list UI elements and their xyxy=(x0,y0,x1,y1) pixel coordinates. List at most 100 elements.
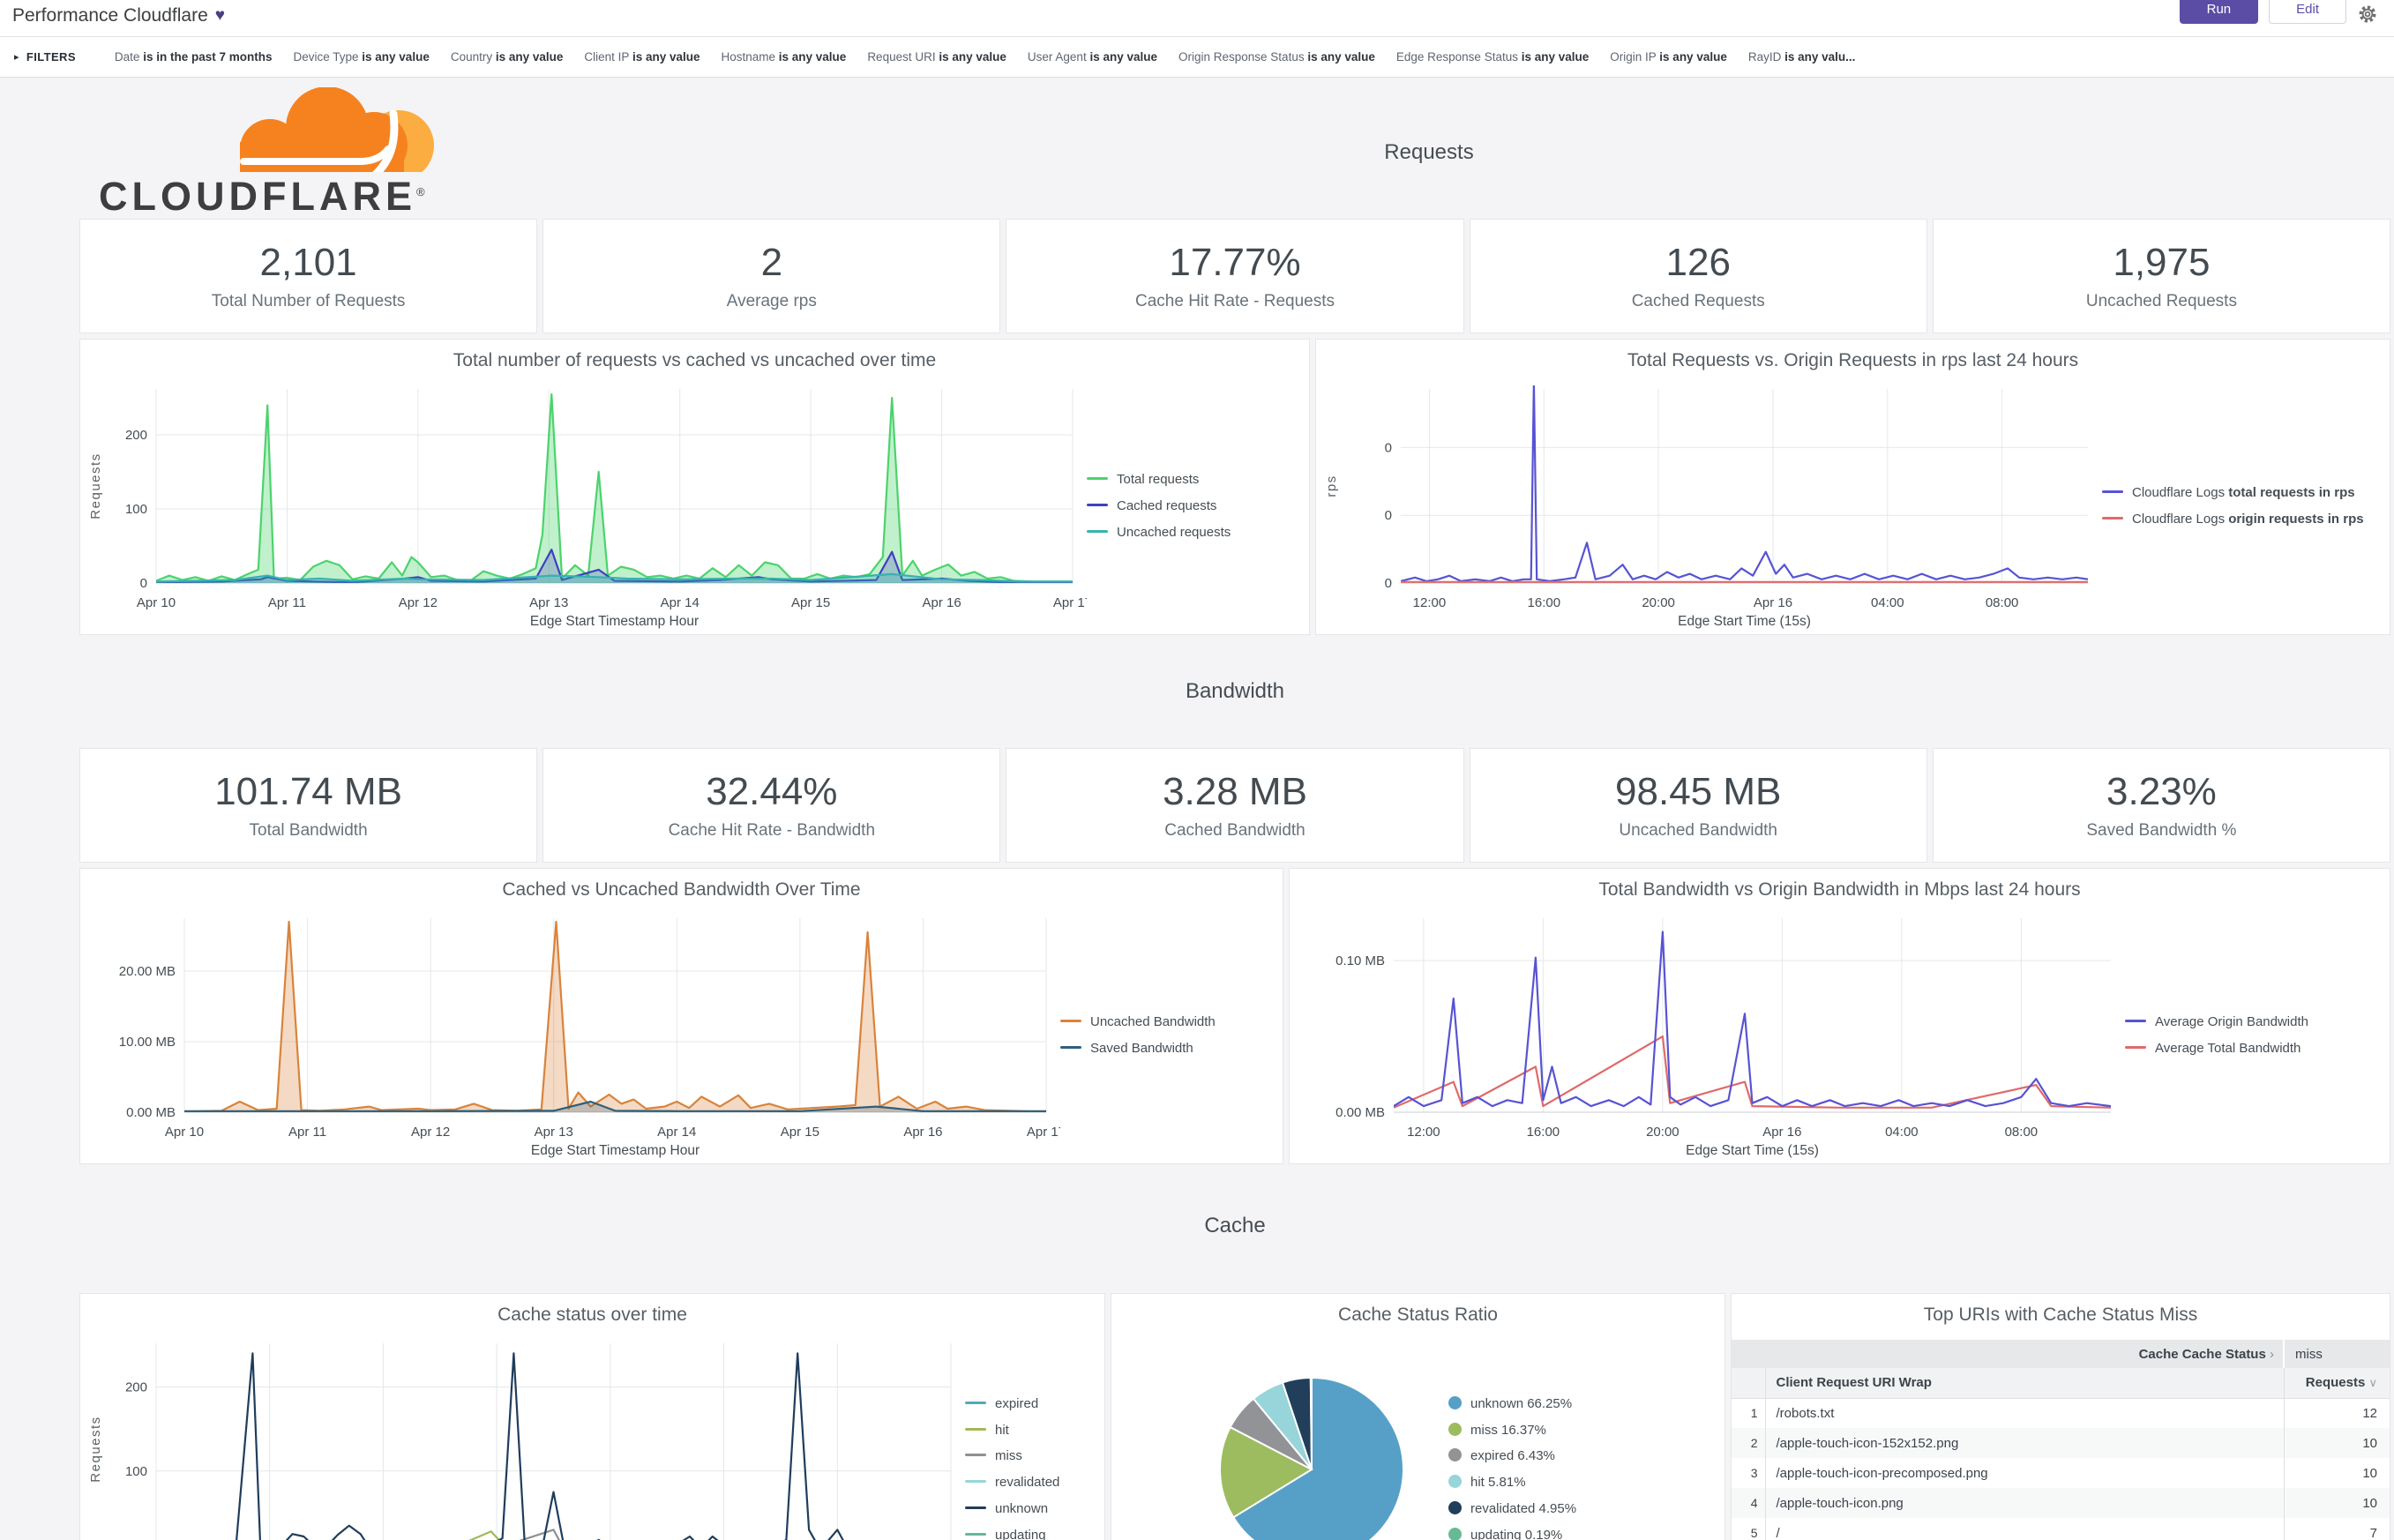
cell-requests[interactable]: 10 xyxy=(2283,1428,2390,1458)
filters-toggle[interactable]: ▸ FILTERS xyxy=(14,50,76,64)
legend-item[interactable]: hit xyxy=(965,1421,1097,1440)
chart-requests-over-time: Total number of requests vs cached vs un… xyxy=(79,339,1310,635)
cell-requests[interactable]: 12 xyxy=(2283,1398,2390,1428)
legend-label: updating xyxy=(995,1527,1046,1540)
legend-item[interactable]: Total requests xyxy=(1087,470,1302,490)
chart-title: Total number of requests vs cached vs un… xyxy=(453,350,937,370)
legend-item[interactable]: Uncached Bandwidth xyxy=(1060,1013,1276,1032)
filter-item-rayid[interactable]: RayID is any valu... xyxy=(1747,50,1856,64)
table-row[interactable]: 2/apple-touch-icon-152x152.png 10 xyxy=(1732,1428,2390,1458)
filter-item-date[interactable]: Date is in the past 7 months xyxy=(114,50,273,64)
legend-swatch xyxy=(965,1401,986,1404)
kpi-tile: 2 Average rps xyxy=(542,219,1001,333)
legend-label: Cloudflare Logs origin requests in rps xyxy=(2132,512,2364,527)
table-title: Top URIs with Cache Status Miss xyxy=(1923,1305,2198,1325)
pie-legend-item[interactable]: unknown 66.25% xyxy=(1448,1394,1576,1414)
svg-text:Apr 15: Apr 15 xyxy=(781,1125,819,1140)
pie-legend-item[interactable]: updating 0.19% xyxy=(1448,1526,1576,1540)
cell-requests[interactable]: 10 xyxy=(2283,1488,2390,1518)
svg-text:16:00: 16:00 xyxy=(1527,1125,1560,1140)
pie-legend-item[interactable]: miss 16.37% xyxy=(1448,1421,1576,1440)
kpi-value: 1,975 xyxy=(2113,241,2211,284)
pie-legend-item[interactable]: expired 6.43% xyxy=(1448,1447,1576,1466)
filter-item-origin-ip[interactable]: Origin IP is any value xyxy=(1610,50,1727,64)
filter-item-request-uri[interactable]: Request URI is any value xyxy=(867,50,1006,64)
table-row[interactable]: 4/apple-touch-icon.png 10 xyxy=(1732,1488,2390,1518)
pie-slice-updating[interactable] xyxy=(1309,1376,1313,1470)
filter-item-list: Date is in the past 7 months Device Type … xyxy=(115,50,1855,64)
legend-label: hit xyxy=(995,1422,1009,1438)
legend-item[interactable]: updating xyxy=(965,1526,1097,1540)
group-header-value: miss xyxy=(2284,1340,2390,1368)
svg-text:Apr 12: Apr 12 xyxy=(399,595,438,610)
legend-item[interactable]: revalidated xyxy=(965,1473,1097,1492)
cell-uri[interactable]: /apple-touch-icon-precomposed.png xyxy=(1764,1458,2284,1488)
cell-uri[interactable]: /apple-touch-icon-152x152.png xyxy=(1764,1428,2284,1458)
filter-item-user-agent[interactable]: User Agent is any value xyxy=(1027,50,1157,64)
row-index: 2 xyxy=(1732,1428,1765,1458)
table-row[interactable]: 5 /7 xyxy=(1732,1518,2390,1540)
legend-item[interactable]: Saved Bandwidth xyxy=(1060,1039,1276,1058)
pie-legend-item[interactable]: hit 5.81% xyxy=(1448,1473,1576,1492)
svg-text:Apr 14: Apr 14 xyxy=(661,595,699,610)
table-column-header: Client Request URI Wrap Requests ∨ xyxy=(1732,1368,2390,1399)
legend-item[interactable]: Average Total Bandwidth xyxy=(2125,1039,2383,1058)
legend-dot xyxy=(1448,1475,1462,1488)
pie-slice-unknown[interactable] xyxy=(1231,1376,1404,1540)
table-row[interactable]: 3/apple-touch-icon-precomposed.png 10 xyxy=(1732,1458,2390,1488)
edit-button[interactable]: Edit xyxy=(2269,0,2346,24)
cloudflare-logo: CLOUDFLARE® xyxy=(79,86,468,219)
cell-uri[interactable]: / xyxy=(1764,1518,2284,1540)
legend-swatch xyxy=(2125,1046,2146,1049)
legend-dot xyxy=(1448,1500,1462,1514)
chart-legend: expired hit miss revalidated unknown updating xyxy=(965,1333,1104,1540)
svg-text:Apr 15: Apr 15 xyxy=(791,595,830,610)
run-button[interactable]: Run xyxy=(2179,0,2259,24)
cell-requests[interactable]: 10 xyxy=(2283,1458,2390,1488)
cell-uri[interactable]: /robots.txt xyxy=(1764,1398,2284,1428)
legend-swatch xyxy=(2125,1020,2146,1023)
legend-item[interactable]: Cached requests xyxy=(1087,497,1302,516)
cell-requests[interactable]: 7 xyxy=(2283,1518,2390,1540)
kpi-value: 2 xyxy=(760,241,783,284)
table-row[interactable]: 1/robots.txt 12 xyxy=(1732,1398,2390,1428)
legend-item[interactable]: Average Origin Bandwidth xyxy=(2125,1013,2383,1032)
legend-swatch xyxy=(965,1480,986,1483)
kpi-label: Uncached Bandwidth xyxy=(1619,821,1777,840)
kpi-label: Total Number of Requests xyxy=(211,292,406,310)
column-header-uri[interactable]: Client Request URI Wrap xyxy=(1764,1368,2284,1399)
filter-item-hostname[interactable]: Hostname is any value xyxy=(721,50,847,64)
kpi-value: 3.28 MB xyxy=(1163,770,1307,813)
filter-item-device-type[interactable]: Device Type is any value xyxy=(293,50,430,64)
filter-item-origin-response-status[interactable]: Origin Response Status is any value xyxy=(1178,50,1375,64)
legend-dot xyxy=(1448,1527,1462,1540)
pie-slice-miss[interactable] xyxy=(1219,1425,1314,1519)
legend-item[interactable]: miss xyxy=(965,1447,1097,1466)
gear-icon[interactable] xyxy=(2357,4,2378,25)
svg-text:08:00: 08:00 xyxy=(2005,1125,2039,1140)
column-header-requests[interactable]: Requests ∨ xyxy=(2283,1368,2390,1399)
legend-item[interactable]: Cloudflare Logs total requests in rps xyxy=(2102,483,2383,503)
filter-item-edge-response-status[interactable]: Edge Response Status is any value xyxy=(1395,50,1590,64)
filter-item-client-ip[interactable]: Client IP is any value xyxy=(584,50,700,64)
section-title-requests: Requests xyxy=(1384,140,1474,164)
filter-item-country[interactable]: Country is any value xyxy=(450,50,564,64)
legend-swatch xyxy=(1060,1020,1081,1023)
legend-item[interactable]: unknown xyxy=(965,1499,1097,1519)
legend-label: Cached requests xyxy=(1117,498,1217,514)
legend-label: Uncached Bandwidth xyxy=(1090,1014,1216,1030)
chart-title: Cache status over time xyxy=(498,1305,687,1325)
svg-text:10.00 MB: 10.00 MB xyxy=(119,1035,176,1050)
legend-item[interactable]: Cloudflare Logs origin requests in rps xyxy=(2102,510,2383,529)
svg-text:0.00 MB: 0.00 MB xyxy=(126,1105,176,1120)
pie-legend-item[interactable]: revalidated 4.95% xyxy=(1448,1499,1576,1519)
chart-legend: Total requests Cached requests Uncached re… xyxy=(1087,378,1309,634)
kpi-value: 17.77% xyxy=(1169,241,1301,284)
legend-label: revalidated xyxy=(995,1475,1060,1490)
group-header-label[interactable]: Cache Cache Status › xyxy=(1732,1340,2285,1368)
legend-item[interactable]: Uncached requests xyxy=(1087,523,1302,542)
legend-item[interactable]: expired xyxy=(965,1394,1097,1414)
legend-label: revalidated 4.95% xyxy=(1470,1500,1577,1516)
cell-uri[interactable]: /apple-touch-icon.png xyxy=(1764,1488,2284,1518)
